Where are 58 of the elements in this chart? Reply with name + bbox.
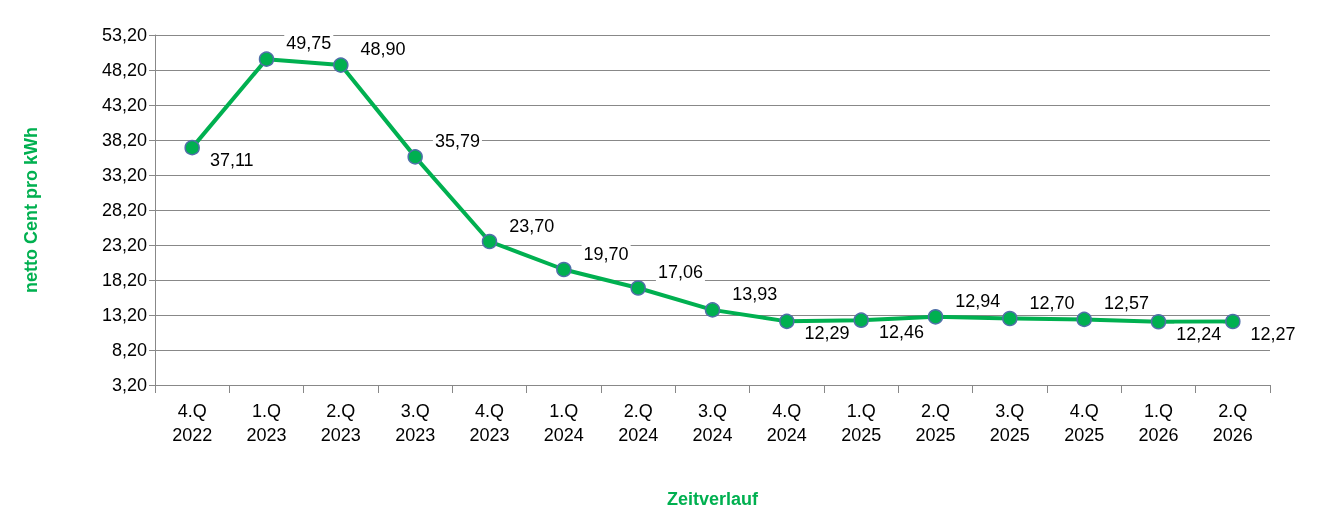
data-label: 12,70 bbox=[1029, 292, 1075, 313]
data-label: 12,46 bbox=[878, 322, 924, 343]
point bbox=[927, 309, 944, 325]
data-label: 12,94 bbox=[955, 290, 1001, 311]
data-label: 12,27 bbox=[1250, 323, 1296, 344]
y-tick-label: 13,20 bbox=[101, 305, 147, 325]
data-label: 49,75 bbox=[286, 33, 332, 54]
x-tick-label: 1.Q 2026 bbox=[1138, 401, 1179, 445]
data-label: 19,70 bbox=[583, 243, 629, 264]
x-tick-label: 3.Q 2024 bbox=[692, 401, 733, 445]
y-axis-title: netto Cent pro kWh bbox=[21, 127, 41, 293]
data-label: 12,24 bbox=[1176, 323, 1222, 344]
x-tick-label: 3.Q 2025 bbox=[989, 401, 1030, 445]
x-tick-label: 4.Q 2025 bbox=[1064, 401, 1105, 445]
x-tick-label: 2.Q 2023 bbox=[320, 401, 361, 445]
data-label: 23,70 bbox=[509, 215, 555, 236]
point bbox=[853, 312, 869, 328]
x-tick-label: 3.Q 2023 bbox=[395, 401, 436, 445]
y-tick-label: 3,20 bbox=[111, 375, 147, 395]
x-tick-label: 2.Q 2025 bbox=[915, 401, 956, 445]
x-axis-title: Zeitverlauf bbox=[666, 489, 760, 509]
x-tick-label: 2.Q 2026 bbox=[1212, 401, 1253, 445]
point bbox=[184, 139, 200, 156]
point bbox=[407, 149, 423, 165]
y-tick-label: 53,20 bbox=[101, 25, 147, 45]
y-tick-label: 33,20 bbox=[101, 165, 147, 185]
data-label: 12,29 bbox=[804, 323, 850, 344]
x-tick-label: 4.Q 2023 bbox=[469, 401, 510, 445]
point bbox=[556, 261, 572, 278]
data-label: 37,11 bbox=[209, 149, 254, 170]
point bbox=[779, 313, 795, 330]
y-tick-label: 8,20 bbox=[111, 340, 147, 360]
point bbox=[704, 302, 721, 318]
data-label: 13,93 bbox=[732, 283, 778, 304]
y-tick-label: 18,20 bbox=[101, 270, 147, 290]
y-tick-label: 43,20 bbox=[101, 95, 147, 115]
y-tick-label: 23,20 bbox=[101, 235, 147, 255]
point bbox=[1225, 313, 1241, 330]
x-tick-label: 4.Q 2022 bbox=[172, 401, 213, 445]
x-tick-label: 1.Q 2025 bbox=[841, 401, 882, 445]
data-label: 17,06 bbox=[657, 261, 703, 282]
x-tick-label: 1.Q 2023 bbox=[246, 401, 287, 445]
point bbox=[1076, 311, 1092, 328]
x-tick-label: 4.Q 2024 bbox=[766, 401, 807, 445]
point bbox=[1002, 310, 1018, 327]
data-label: 35,79 bbox=[434, 130, 480, 151]
data-label: 48,90 bbox=[360, 39, 406, 60]
point bbox=[258, 51, 275, 67]
x-tick-label: 1.Q 2024 bbox=[543, 401, 584, 445]
y-tick-label: 28,20 bbox=[101, 200, 147, 220]
y-tick-label: 38,20 bbox=[101, 130, 147, 150]
x-tick-label: 2.Q 2024 bbox=[618, 401, 659, 445]
point bbox=[630, 280, 646, 296]
point bbox=[1150, 313, 1167, 330]
data-label: 12,57 bbox=[1103, 293, 1149, 314]
point bbox=[333, 57, 349, 73]
point bbox=[481, 233, 498, 250]
y-tick-label: 48,20 bbox=[101, 60, 147, 80]
